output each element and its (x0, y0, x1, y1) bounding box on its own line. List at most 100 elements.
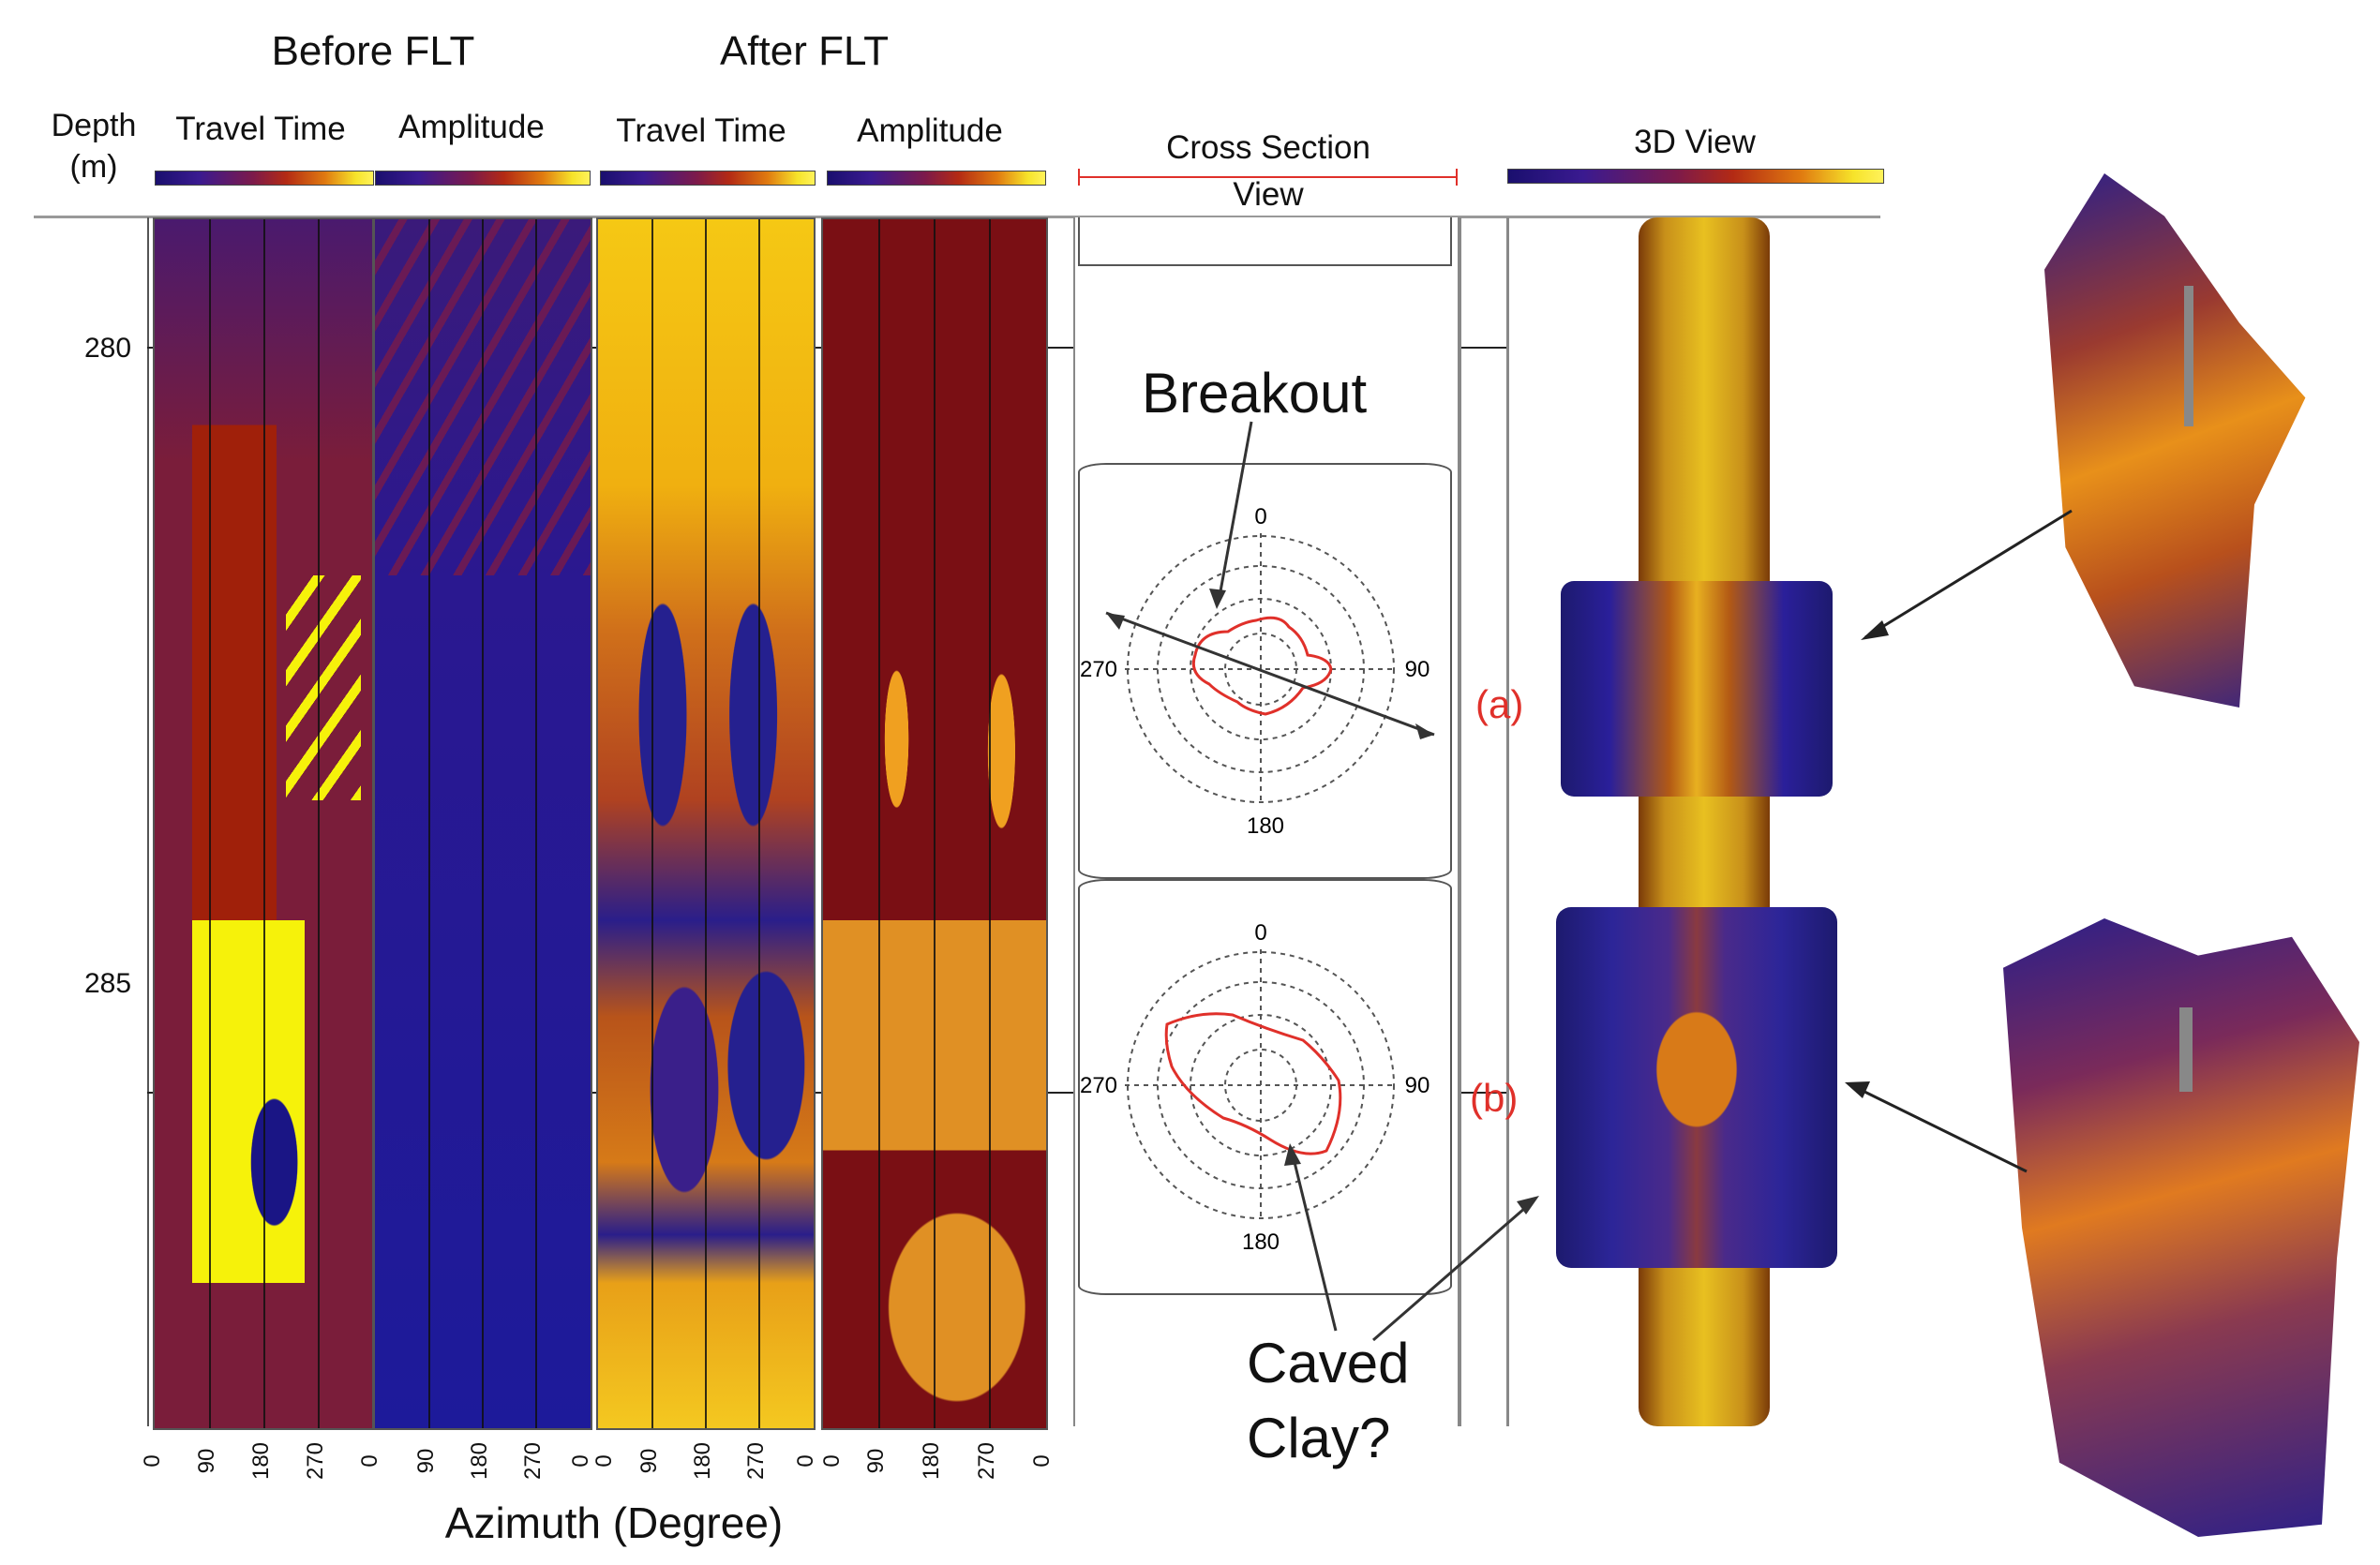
cross-section-cell-top (1078, 217, 1452, 266)
grid-amp1-90 (428, 219, 430, 1428)
amplitude-header-before: Amplitude (398, 109, 545, 145)
grid-amp2-180 (934, 219, 936, 1428)
before-flt-title: Before FLT (271, 28, 475, 74)
depth-tick-285: 285 (83, 968, 132, 999)
grid-amp1-270 (535, 219, 537, 1428)
cross-section-panel (1073, 217, 1461, 1426)
cross-section-scale-bar (1078, 176, 1458, 178)
label-a: (a) (1475, 682, 1524, 726)
breakout-annotation: Breakout (1142, 362, 1368, 425)
polar-plot-b: 0 90 180 270 (1080, 920, 1430, 1255)
az-t3-270: 270 (743, 1441, 769, 1481)
polar-b-borehole-profile (1164, 1012, 1342, 1155)
colorbar-amplitude-before (375, 171, 591, 186)
az-t2-180: 180 (467, 1441, 492, 1481)
arrow-caved-polar-head (1284, 1143, 1301, 1166)
header-divider (34, 216, 1880, 218)
grid-tt1-180 (263, 219, 265, 1428)
az-t1-270: 270 (303, 1441, 328, 1481)
inset-3d-view-b (1992, 918, 2367, 1537)
az-t4-180: 180 (919, 1441, 944, 1481)
az-t2-270: 270 (520, 1441, 546, 1481)
scale-bar-right-cap (1456, 169, 1458, 186)
grid-tt2-90 (651, 219, 653, 1428)
inset-b-core (2179, 1007, 2193, 1092)
depth-label: Depth (m) (37, 105, 150, 187)
grid-amp1-180 (482, 219, 484, 1428)
az-t4-360: 0 (1029, 1454, 1055, 1468)
polar-b-label-90: 90 (1405, 1073, 1430, 1098)
arrow-breakout-head (1209, 589, 1226, 609)
az-t1-360: 0 (357, 1454, 382, 1468)
arrow-caved-polar (1290, 1150, 1338, 1332)
polar-a-breakout-arrow-start (1106, 613, 1125, 630)
az-t3-0: 0 (591, 1454, 617, 1468)
x-axis-label: Azimuth (Degree) (444, 1498, 784, 1547)
polar-a-label-90: 90 (1405, 657, 1430, 682)
inset-a-core (2184, 286, 2193, 426)
depth-unit: (m) (69, 149, 118, 185)
grid-tt2-270 (758, 219, 760, 1428)
depth-tick-280: 280 (83, 333, 132, 364)
colorbar-3d-view (1507, 169, 1884, 184)
travel-time-header-after: Travel Time (616, 112, 786, 149)
travel-time-header-before: Travel Time (175, 111, 346, 147)
track-before-amplitude (373, 217, 592, 1430)
az-t2-90: 90 (413, 1448, 439, 1474)
depth-axis-line (147, 217, 149, 1426)
polar-a-borehole-profile (1191, 616, 1333, 716)
az-t1-90: 90 (194, 1448, 219, 1474)
cross-section-cell-b (1078, 879, 1452, 1295)
caved-clay-annotation-line1: Caved (1247, 1332, 1410, 1394)
polar-a-label-270: 270 (1080, 657, 1117, 682)
az-t3-180: 180 (690, 1441, 715, 1481)
polar-b-label-270: 270 (1080, 1073, 1117, 1098)
arrow-breakout (1217, 421, 1253, 603)
colorbar-travel-time-after (600, 171, 816, 186)
az-t4-270: 270 (974, 1441, 999, 1481)
track-before-travel-time (153, 217, 374, 1430)
az-t3-90: 90 (636, 1448, 662, 1474)
polar-b-label-0: 0 (1254, 920, 1266, 946)
az-t3-360: 0 (793, 1454, 818, 1468)
colorbar-travel-time-before (155, 171, 374, 186)
caved-clay-annotation-line2: Clay? (1247, 1407, 1391, 1469)
view3d-panel (1507, 217, 1884, 1426)
arrow-inset-b (1850, 1083, 2028, 1173)
polar-a-ring-1 (1127, 535, 1395, 803)
grid-amp2-90 (878, 219, 880, 1428)
scale-bar-left-cap (1078, 169, 1080, 186)
borehole-cavity-b (1556, 907, 1837, 1268)
cross-section-cell-a (1078, 463, 1452, 879)
arrow-inset-a-head (1861, 620, 1889, 640)
colorbar-amplitude-after (827, 171, 1046, 186)
az-t2-360: 0 (568, 1454, 593, 1468)
track-after-travel-time (596, 217, 816, 1430)
az-t4-90: 90 (863, 1448, 889, 1474)
polar-plot-a: 0 90 180 270 (1080, 504, 1435, 839)
grid-amp2-270 (989, 219, 991, 1428)
az-t1-0: 0 (140, 1454, 165, 1468)
after-flt-title: After FLT (719, 28, 890, 74)
label-b: (b) (1470, 1076, 1519, 1120)
track-after-amplitude (821, 217, 1048, 1430)
cross-section-header: Cross Section (1166, 129, 1370, 166)
polar-b-ring-1 (1127, 951, 1395, 1219)
grid-tt1-90 (209, 219, 211, 1428)
arrow-caved-3d-head (1517, 1196, 1539, 1215)
polar-a-breakout-arrow-end (1415, 723, 1434, 739)
polar-b-label-180: 180 (1242, 1230, 1280, 1255)
grid-tt1-270 (318, 219, 320, 1428)
borehole-cavity-a (1561, 581, 1833, 797)
view3d-header: 3D View (1634, 124, 1756, 160)
polar-a-label-0: 0 (1254, 504, 1266, 529)
az-t4-0: 0 (819, 1454, 845, 1468)
arrow-caved-3d (1372, 1200, 1534, 1342)
inset-3d-view-a (2029, 173, 2329, 708)
arrow-inset-b-head (1845, 1081, 1870, 1098)
polar-a-label-180: 180 (1247, 813, 1284, 839)
az-t1-180: 180 (248, 1441, 274, 1481)
cross-section-header-view: View (1233, 176, 1304, 213)
depth-title: Depth (51, 108, 137, 143)
